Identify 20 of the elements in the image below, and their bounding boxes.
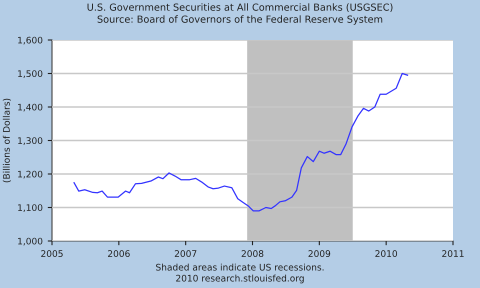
chart-subtitle: Source: Board of Governors of the Federal Reserve System <box>98 15 382 25</box>
line-series <box>73 72 408 212</box>
x-tick-label: 2005 <box>41 250 63 258</box>
y-tick-label: 1,000 <box>18 238 42 246</box>
x-tick-label: 2006 <box>108 250 130 258</box>
y-tick-label: 1,600 <box>18 36 42 44</box>
x-tick-label: 2011 <box>442 250 464 258</box>
y-tick-label: 1,200 <box>18 170 42 178</box>
y-tick-label: 1,300 <box>18 137 42 145</box>
x-tick-label: 2009 <box>308 250 330 258</box>
text: 2010 research.stlouisfed.org <box>176 274 304 284</box>
x-tick-label: 2010 <box>375 250 398 258</box>
x-tick-label: 2007 <box>174 250 196 258</box>
y-axis-title: (Billions of Dollars) <box>2 98 11 182</box>
x-tick-label: 2008 <box>242 250 264 258</box>
chart-title: U.S. Government Securities at All Commercial Banks (USGSEC) <box>88 3 392 12</box>
text: Shaded areas indicate US recessions. <box>156 264 324 271</box>
y-tick-label: 1,500 <box>18 70 42 78</box>
y-tick-label: 1,100 <box>18 204 42 212</box>
y-tick-label: 1,400 <box>18 104 42 112</box>
